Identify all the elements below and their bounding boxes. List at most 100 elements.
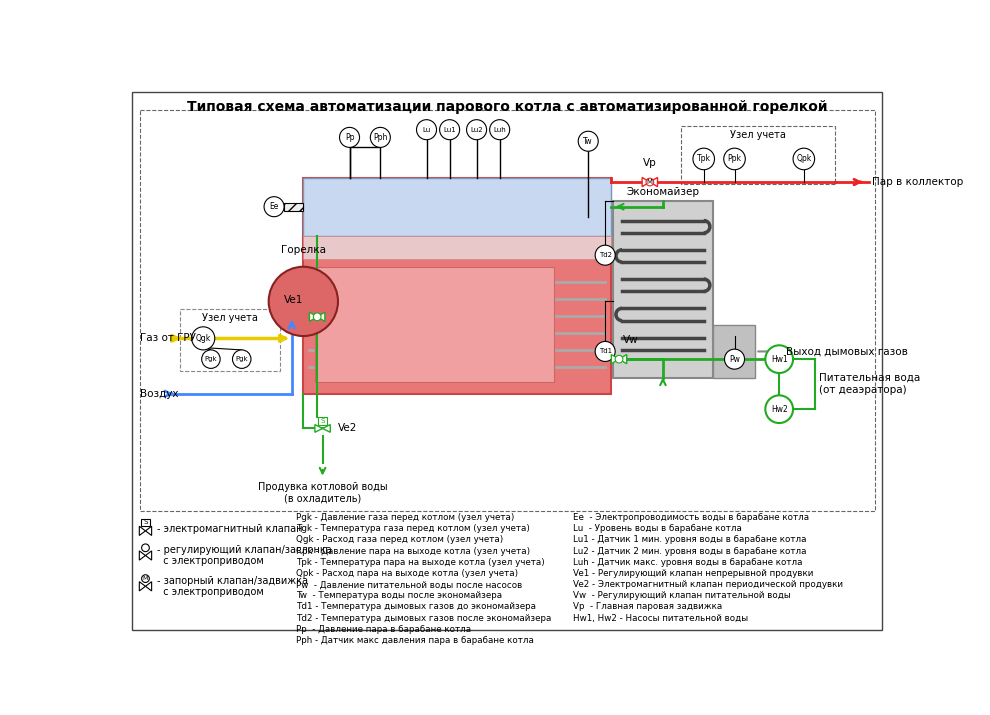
Text: S: S (144, 519, 148, 526)
Circle shape (313, 313, 321, 320)
Text: Vp  - Главная паровая задвижка: Vp - Главная паровая задвижка (573, 603, 722, 611)
Circle shape (693, 148, 715, 169)
Circle shape (340, 127, 359, 147)
Circle shape (202, 350, 220, 368)
Bar (303, 236, 611, 259)
Text: Pgk: Pgk (236, 356, 248, 363)
Text: Tgk - Температура газа перед котлом (узел учета): Tgk - Температура газа перед котлом (узе… (296, 524, 530, 533)
Text: Qpk: Qpk (796, 154, 812, 164)
Polygon shape (146, 526, 151, 536)
Bar (303, 178, 611, 236)
Circle shape (724, 148, 745, 169)
Circle shape (765, 345, 793, 373)
Polygon shape (649, 177, 657, 187)
Circle shape (595, 245, 615, 265)
Text: Luh - Датчик макс. уровня воды в барабане котла: Luh - Датчик макс. уровня воды в барабан… (573, 558, 802, 567)
Circle shape (725, 349, 744, 369)
Text: - регулирующий клапан/заслонка
  с электроприводом: - регулирующий клапан/заслонка с электро… (157, 545, 332, 566)
Text: M: M (143, 576, 148, 581)
Text: Pgk: Pgk (205, 356, 217, 363)
Text: Lu: Lu (423, 127, 431, 133)
Text: Ve2: Ve2 (338, 423, 357, 433)
Circle shape (192, 327, 215, 350)
Text: Tw: Tw (583, 137, 593, 146)
Bar (141, 110, 875, 511)
Text: Qpk - Расход пара на выходе котла (узел учета): Qpk - Расход пара на выходе котла (узел … (296, 569, 518, 578)
Text: Luh: Luh (493, 127, 506, 133)
Text: Ee  - Электропроводимость воды в барабане котла: Ee - Электропроводимость воды в барабане… (573, 513, 809, 522)
Text: Tpk - Температура пара на выходе котла (узел учета): Tpk - Температура пара на выходе котла (… (296, 558, 544, 567)
Text: Pph: Pph (373, 133, 387, 142)
Text: Td1: Td1 (599, 348, 612, 355)
Text: Qgk - Расход газа перед котлом (узел учета): Qgk - Расход газа перед котлом (узел уче… (296, 536, 503, 545)
Polygon shape (619, 355, 627, 364)
Text: - электромагнитный клапан: - электромагнитный клапан (157, 523, 303, 533)
Text: Экономайзер: Экономайзер (627, 187, 699, 197)
Circle shape (578, 132, 598, 152)
Polygon shape (317, 312, 325, 322)
Bar (713, 325, 755, 378)
Circle shape (142, 575, 149, 583)
Text: Ppk: Ppk (728, 154, 742, 164)
Text: Продувка котловой воды
(в охладитель): Продувка котловой воды (в охладитель) (257, 483, 387, 504)
Text: Lu1: Lu1 (444, 127, 456, 133)
Circle shape (793, 148, 815, 169)
Text: Tw  - Температура воды после экономайзера: Tw - Температура воды после экономайзера (296, 591, 502, 601)
Polygon shape (310, 312, 317, 322)
Circle shape (142, 544, 149, 552)
Bar (284, 203, 303, 210)
Circle shape (466, 119, 487, 139)
Circle shape (268, 267, 338, 336)
Text: Td2 - Температура дымовых газов после экономайзера: Td2 - Температура дымовых газов после эк… (296, 613, 551, 623)
Circle shape (233, 350, 251, 368)
Circle shape (440, 119, 459, 139)
Bar (613, 202, 713, 378)
Text: Ve1: Ve1 (284, 295, 304, 305)
Bar (303, 178, 611, 394)
Text: Ee: Ee (269, 202, 279, 211)
Text: Lu  - Уровень воды в барабане котла: Lu - Уровень воды в барабане котла (573, 524, 742, 533)
Polygon shape (323, 425, 331, 433)
Text: - запорный клапан/задвижка
  с электроприводом: - запорный клапан/задвижка с электроприв… (157, 576, 308, 597)
Bar (315, 267, 553, 383)
Text: Hw2: Hw2 (771, 405, 788, 414)
Text: Ve1 - Регулирующий клапан непрерывной продувки: Ve1 - Регулирующий клапан непрерывной пр… (573, 569, 813, 578)
Text: Выход дымовых газов: Выход дымовых газов (786, 347, 908, 357)
Circle shape (595, 342, 615, 362)
Text: Pp: Pp (345, 133, 354, 142)
Polygon shape (140, 582, 146, 591)
Text: Узел учета: Узел учета (202, 313, 258, 323)
Text: Td2: Td2 (599, 252, 612, 258)
Text: Vw: Vw (623, 335, 639, 345)
Text: Vw  - Регулирующий клапан питательной воды: Vw - Регулирующий клапан питательной вод… (573, 591, 791, 601)
Text: Hw1, Hw2 - Насосы питательной воды: Hw1, Hw2 - Насосы питательной воды (573, 613, 748, 623)
Circle shape (615, 355, 623, 363)
Text: Типовая схема автоматизации парового котла с автоматизированной горелкой: Типовая схема автоматизации парового кот… (187, 99, 828, 114)
Polygon shape (146, 582, 151, 591)
Text: Rpk - Давление пара на выходе котла (узел учета): Rpk - Давление пара на выходе котла (узе… (296, 547, 530, 556)
Text: M: M (646, 179, 652, 185)
Text: Qgk: Qgk (196, 334, 211, 343)
Text: Pw  - Давление питательной воды после насосов: Pw - Давление питательной воды после нас… (296, 580, 522, 589)
Circle shape (765, 395, 793, 423)
Text: Pph - Датчик макс давления пара в барабане котла: Pph - Датчик макс давления пара в бараба… (296, 636, 534, 645)
Text: Pgk - Давление газа перед котлом (узел учета): Pgk - Давление газа перед котлом (узел у… (296, 513, 514, 522)
Text: Tpk: Tpk (697, 154, 711, 164)
Polygon shape (146, 551, 151, 560)
Bar (318, 417, 327, 425)
Bar (141, 518, 150, 526)
Polygon shape (315, 425, 323, 433)
Text: Газ от ГРУ: Газ от ГРУ (141, 333, 196, 343)
Text: Узел учета: Узел учета (730, 129, 785, 139)
Bar (681, 126, 835, 184)
Polygon shape (140, 526, 146, 536)
Polygon shape (643, 177, 649, 187)
Text: Pp  - Давление пара в барабане котла: Pp - Давление пара в барабане котла (296, 625, 471, 633)
Circle shape (417, 119, 437, 139)
Text: Питательная вода
(от деаэратора): Питательная вода (от деаэратора) (819, 373, 921, 395)
Text: Hw1: Hw1 (771, 355, 788, 364)
Text: Пар в коллектор: Пар в коллектор (871, 177, 963, 187)
Text: Горелка: Горелка (281, 245, 326, 255)
Polygon shape (140, 551, 146, 560)
Circle shape (490, 119, 510, 139)
